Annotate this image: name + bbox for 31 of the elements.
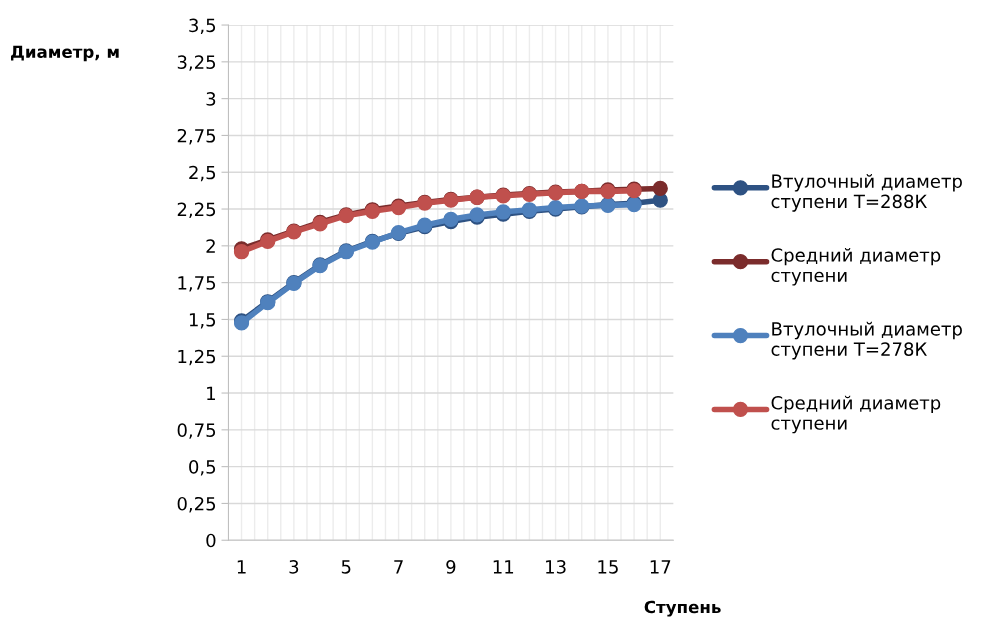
y-tick-label: 3,25 — [177, 55, 216, 71]
x-tick-label: 1 — [237, 560, 246, 574]
x-tick-label: 15 — [598, 560, 618, 574]
y-tick-label: 1,5 — [189, 313, 216, 329]
y-tick-label: 2,5 — [189, 165, 216, 182]
legend-label: Средний диаметр ступени — [771, 247, 941, 286]
x-tick-label: 3 — [289, 560, 299, 574]
y-tick-label: 0,75 — [177, 423, 216, 439]
x-tick-label: 9 — [446, 560, 456, 574]
y-tick-label: 3,5 — [189, 18, 216, 34]
x-tick-label: 13 — [546, 560, 566, 574]
legend-label: Втулочный диаметр ступени Т=288К — [771, 174, 962, 212]
y-tick-label: 0 — [206, 533, 216, 548]
x-axis-title: Ступень — [644, 600, 721, 617]
x-tick-label: 7 — [394, 560, 403, 574]
legend-label: Втулочный диаметр ступени Т=278К — [771, 321, 962, 360]
y-tick-label: 0,5 — [189, 460, 216, 476]
y-tick-label: 0,25 — [177, 496, 216, 513]
y-tick-label: 1,25 — [178, 349, 216, 366]
y-tick-label: 2,25 — [177, 202, 216, 218]
point — [652, 180, 668, 197]
y-tick-label: 3 — [206, 92, 216, 106]
x-tick-label: 5 — [341, 560, 351, 574]
x-tick-label: 11 — [493, 560, 514, 574]
y-tick-label: 2 — [206, 239, 215, 253]
y-tick-label: 2,75 — [177, 128, 216, 145]
y-tick-label: 1,75 — [178, 276, 216, 292]
y-tick-label: 1 — [207, 386, 215, 400]
x-tick-label: 17 — [650, 560, 671, 574]
y-axis-title: Диаметр, м — [11, 45, 119, 62]
legend-label: Средний диаметр ступени — [771, 395, 941, 434]
